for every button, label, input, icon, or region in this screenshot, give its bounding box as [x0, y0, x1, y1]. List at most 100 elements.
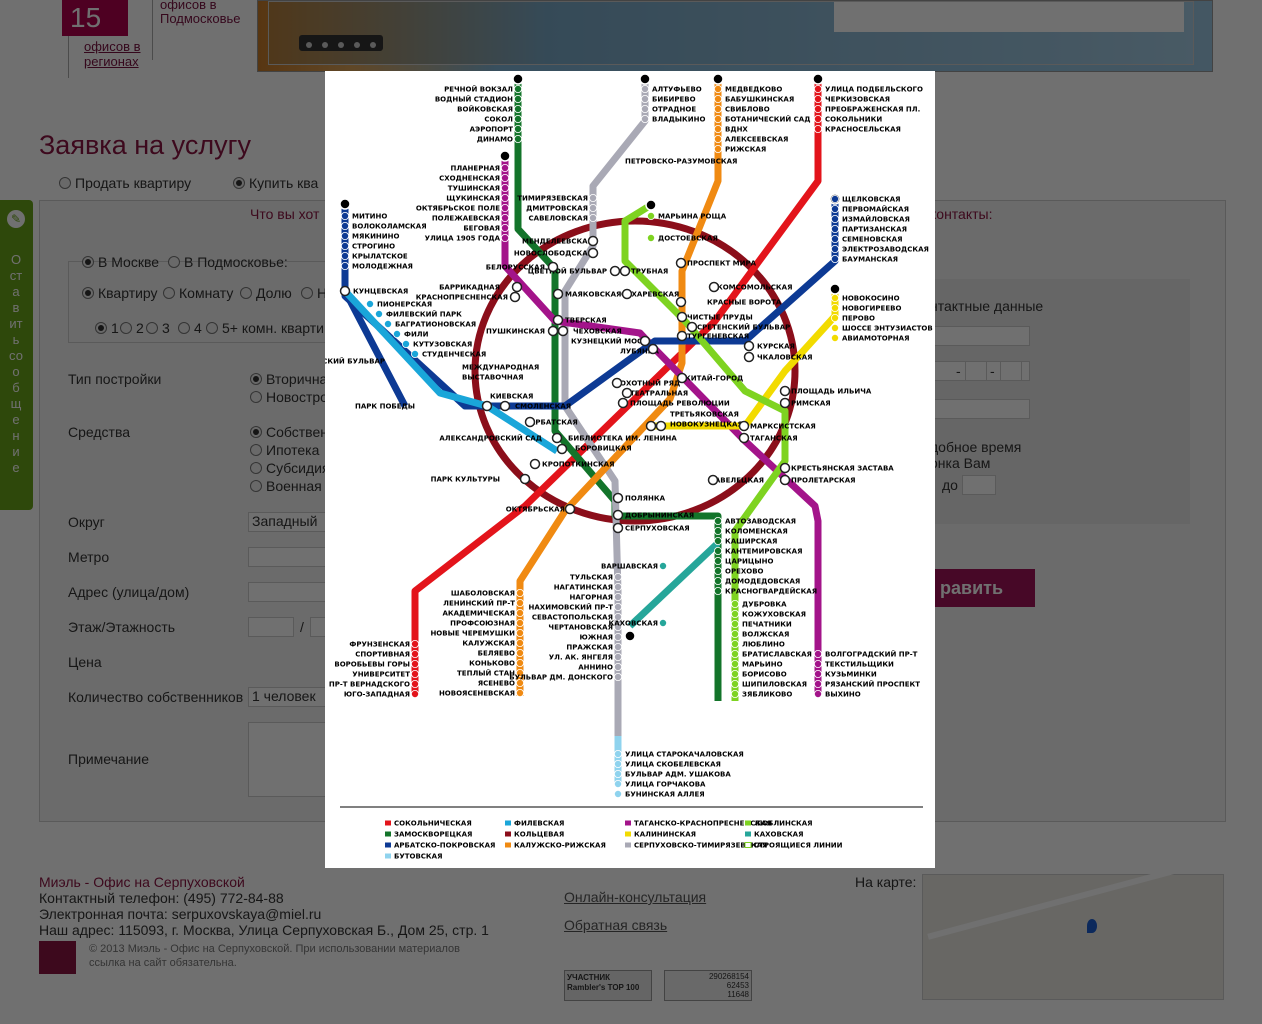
zamo-south-station-label[interactable]: ОРЕХОВО: [725, 568, 764, 576]
serp-mid-station-label[interactable]: ТИМИРЯЗЕВСКАЯ: [517, 195, 588, 203]
zamo-north-station-label[interactable]: ВОДНЫЙ СТАДИОН: [435, 95, 513, 104]
tagan-south-station-label[interactable]: ВЫХИНО: [825, 691, 861, 699]
interchange-station-label[interactable]: ТУРГЕНЕВСКАЯ: [687, 333, 749, 341]
interchange-station-label[interactable]: ПАРК ПОБЕДЫ: [355, 403, 415, 411]
interchange-station-label[interactable]: БЕЛОРУССКАЯ: [486, 264, 545, 272]
interchange-station-label[interactable]: ЦВЕТНОЙ БУЛЬВАР: [528, 267, 607, 276]
zamo-north-station-label[interactable]: АЭРОПОРТ: [470, 126, 514, 134]
legend-label[interactable]: БУТОВСКАЯ: [394, 853, 442, 861]
lubl-south-station-label[interactable]: БРАТИСЛАВСКАЯ: [742, 651, 812, 659]
fili-station-label[interactable]: СТУДЕНЧЕСКАЯ: [422, 351, 486, 359]
lubl-south-station-label[interactable]: ВОЛЖСКАЯ: [742, 631, 789, 639]
lubl-north-station-label[interactable]: МАРЬИНА РОЩА: [658, 213, 727, 221]
zamo-north-station-label[interactable]: СОКОЛ: [484, 116, 513, 124]
zamo-south-station-label[interactable]: КАНТЕМИРОВСКАЯ: [725, 548, 802, 556]
serp-south-station-label[interactable]: НАГАТИНСКАЯ: [554, 584, 613, 592]
lubl-south-station-label[interactable]: БОРИСОВО: [742, 671, 787, 679]
interchange-station-label[interactable]: ВЫСТАВОЧНАЯ: [462, 374, 524, 382]
legend-label[interactable]: СОКОЛЬНИЧЕСКАЯ: [394, 820, 472, 828]
fili-station-label[interactable]: ФИЛИ: [404, 331, 429, 339]
zamo-north-station-label[interactable]: ВОЙКОВСКАЯ: [457, 105, 513, 114]
interchange-station-label[interactable]: НОВОКУЗНЕЦКАЯ: [670, 421, 743, 429]
serp-north-station-label[interactable]: БИБИРЕВО: [652, 96, 696, 104]
arbat-east-station-label[interactable]: ЩЕЛКОВСКАЯ: [842, 196, 901, 204]
interchange-station-label[interactable]: РИМСКАЯ: [791, 400, 831, 408]
zamo-south-station-label[interactable]: КРАСНОГВАРДЕЙСКАЯ: [725, 587, 817, 596]
butov-station-label[interactable]: УЛИЦА ГОРЧАКОВА: [625, 781, 706, 789]
sokol-south-station-label[interactable]: СПОРТИВНАЯ: [355, 651, 410, 659]
interchange-station-label[interactable]: КИЕВСКАЯ: [490, 393, 533, 401]
fili-station-label[interactable]: КУТУЗОВСКАЯ: [413, 341, 472, 349]
interchange-station-label[interactable]: НОВОСЛОБОДСКАЯ: [514, 250, 593, 258]
interchange-station-label[interactable]: ПУШКИНСКАЯ: [486, 328, 545, 336]
serp-south-station-label[interactable]: СЕВАСТОПОЛЬСКАЯ: [532, 614, 613, 622]
lubl-south-station-label[interactable]: ЗЯБЛИКОВО: [742, 691, 792, 699]
butov-station-label[interactable]: УЛИЦА СКОБЕЛЕВСКАЯ: [625, 761, 721, 769]
fili-station-label[interactable]: БАГРАТИОНОВСКАЯ: [395, 321, 476, 329]
interchange-station-label[interactable]: ПРОЛЕТАРСКАЯ: [791, 477, 856, 485]
zamo-south-station-label[interactable]: ЦАРИЦЫНО: [725, 558, 774, 566]
serp-south-station-label[interactable]: НАГОРНАЯ: [570, 594, 613, 602]
interchange-station-label[interactable]: ЧКАЛОВСКАЯ: [757, 354, 813, 362]
kalug-south-station-label[interactable]: ПРОФСОЮЗНАЯ: [450, 620, 515, 628]
kalug-south-station-label[interactable]: БЕЛЯЕВО: [478, 650, 515, 658]
interchange-station-label[interactable]: ПАВЕЛЕЦКАЯ: [709, 477, 764, 485]
butov-station-label[interactable]: БУЛЬВАР АДМ. УШАКОВА: [625, 771, 731, 779]
interchange-station-label[interactable]: МЕНДЕЛЕЕВСКАЯ: [522, 238, 593, 246]
fili-station-label[interactable]: ФИЛЕВСКИЙ ПАРК: [386, 310, 462, 319]
interchange-station-label[interactable]: АРБАТСКАЯ: [530, 419, 578, 427]
serp-north-station-label[interactable]: ВЛАДЫКИНО: [652, 116, 705, 124]
tagan-north-station-label[interactable]: ПЛАНЕРНАЯ: [450, 165, 500, 173]
kalug-north-station-label[interactable]: МЕДВЕДКОВО: [725, 86, 782, 94]
interchange-station-label[interactable]: БОРОВИЦКАЯ: [575, 445, 632, 453]
serp-south-station-label[interactable]: НАХИМОВСКИЙ ПР-Т: [529, 603, 614, 612]
legend-label[interactable]: ЗАМОСКВОРЕЦКАЯ: [394, 831, 472, 839]
arbat-west-station-label[interactable]: МЯКИНИНО: [352, 233, 400, 241]
legend-label[interactable]: КОЛЬЦЕВАЯ: [514, 831, 564, 839]
kalin-east-station-label[interactable]: ПЕРОВО: [842, 315, 875, 323]
kalin-east-station-label[interactable]: ШОССЕ ЭНТУЗИАСТОВ: [842, 325, 933, 333]
kalug-south-station-label[interactable]: ТЕПЛЫЙ СТАН: [457, 669, 515, 678]
kalug-north-station-label[interactable]: ВДНХ: [725, 126, 748, 134]
interchange-station-label[interactable]: ПЕТРОВСКО-РАЗУМОВСКАЯ: [625, 158, 737, 166]
sokol-north-station-label[interactable]: УЛИЦА ПОДБЕЛЬСКОГО: [825, 86, 923, 94]
serp-south-station-label[interactable]: УЛ. АК. ЯНГЕЛЯ: [549, 654, 613, 662]
interchange-station-label[interactable]: ОХОТНЫЙ РЯД: [620, 379, 680, 388]
lubl-south-station-label[interactable]: ДУБРОВКА: [742, 601, 787, 609]
sokol-north-station-label[interactable]: ЧЕРКИЗОВСКАЯ: [825, 96, 890, 104]
tagan-south-station-label[interactable]: ТЕКСТИЛЬЩИКИ: [825, 661, 894, 669]
interchange-station-label[interactable]: ЧЕХОВСКАЯ: [573, 328, 622, 336]
interchange-station-label[interactable]: КУНЦЕВСКАЯ: [353, 288, 408, 296]
kalin-east-station-label[interactable]: НОВОКОСИНО: [842, 295, 900, 303]
serp-north-station-label[interactable]: ОТРАДНОЕ: [652, 106, 696, 114]
kalug-south-station-label[interactable]: ЯСЕНЕВО: [478, 680, 515, 688]
interchange-station-label[interactable]: КРАСНОПРЕСНЕНСКАЯ: [416, 294, 508, 302]
interchange-station-label[interactable]: ТРЕТЬЯКОВСКАЯ: [670, 411, 739, 419]
kalin-east-station-label[interactable]: НОВОГИРЕЕВО: [842, 305, 901, 313]
interchange-station-label[interactable]: ПЛОЩАДЬ ИЛЬИЧА: [791, 388, 872, 396]
tagan-south-station-label[interactable]: РЯЗАНСКИЙ ПРОСПЕКТ: [825, 680, 920, 689]
interchange-station-label[interactable]: МЕЖДУНАРОДНАЯ: [462, 364, 539, 372]
arbat-east-station-label[interactable]: СЕМЕНОВСКАЯ: [842, 236, 902, 244]
interchange-station-label[interactable]: КОМСОМОЛЬСКАЯ: [717, 284, 792, 292]
arbat-east-station-label[interactable]: ПАРТИЗАНСКАЯ: [842, 226, 907, 234]
legend-label[interactable]: КАХОВСКАЯ: [754, 831, 804, 839]
tagan-north-station-label[interactable]: ЩУКИНСКАЯ: [446, 195, 500, 203]
tagan-north-station-label[interactable]: БЕГОВАЯ: [463, 225, 500, 233]
kalug-south-station-label[interactable]: КОНЬКОВО: [469, 660, 515, 668]
interchange-station-label[interactable]: СРЕТЕНСКИЙ БУЛЬВАР: [697, 323, 790, 332]
tagan-north-station-label[interactable]: ОКТЯБРЬСКОЕ ПОЛЕ: [416, 205, 500, 213]
butov-station-label[interactable]: УЛИЦА СТАРОКАЧАЛОВСКАЯ: [625, 751, 744, 759]
interchange-station-label[interactable]: ПАРК КУЛЬТУРЫ: [431, 476, 500, 484]
zamo-south-station-label[interactable]: АВТОЗАВОДСКАЯ: [725, 518, 796, 526]
kalug-north-station-label[interactable]: БОТАНИЧЕСКИЙ САД: [725, 115, 810, 124]
interchange-station-label[interactable]: КРОПОТКИНСКАЯ: [542, 461, 615, 469]
arbat-east-station-label[interactable]: ЭЛЕКТРОЗАВОДСКАЯ: [842, 246, 929, 254]
kakh-station-label[interactable]: КАХОВСКАЯ: [609, 620, 659, 628]
interchange-station-label[interactable]: БИБЛИОТЕКА ИМ. ЛЕНИНА: [568, 435, 677, 443]
serp-north-station-label[interactable]: АЛТУФЬЕВО: [652, 86, 702, 94]
interchange-station-label[interactable]: МАРКСИСТСКАЯ: [750, 423, 816, 431]
arbat-west-station-label[interactable]: СТРОГИНО: [352, 243, 395, 251]
lubl-south-station-label[interactable]: ПЕЧАТНИКИ: [742, 621, 792, 629]
interchange-station-label[interactable]: ДОБРЫНИНСКАЯ: [625, 512, 694, 520]
